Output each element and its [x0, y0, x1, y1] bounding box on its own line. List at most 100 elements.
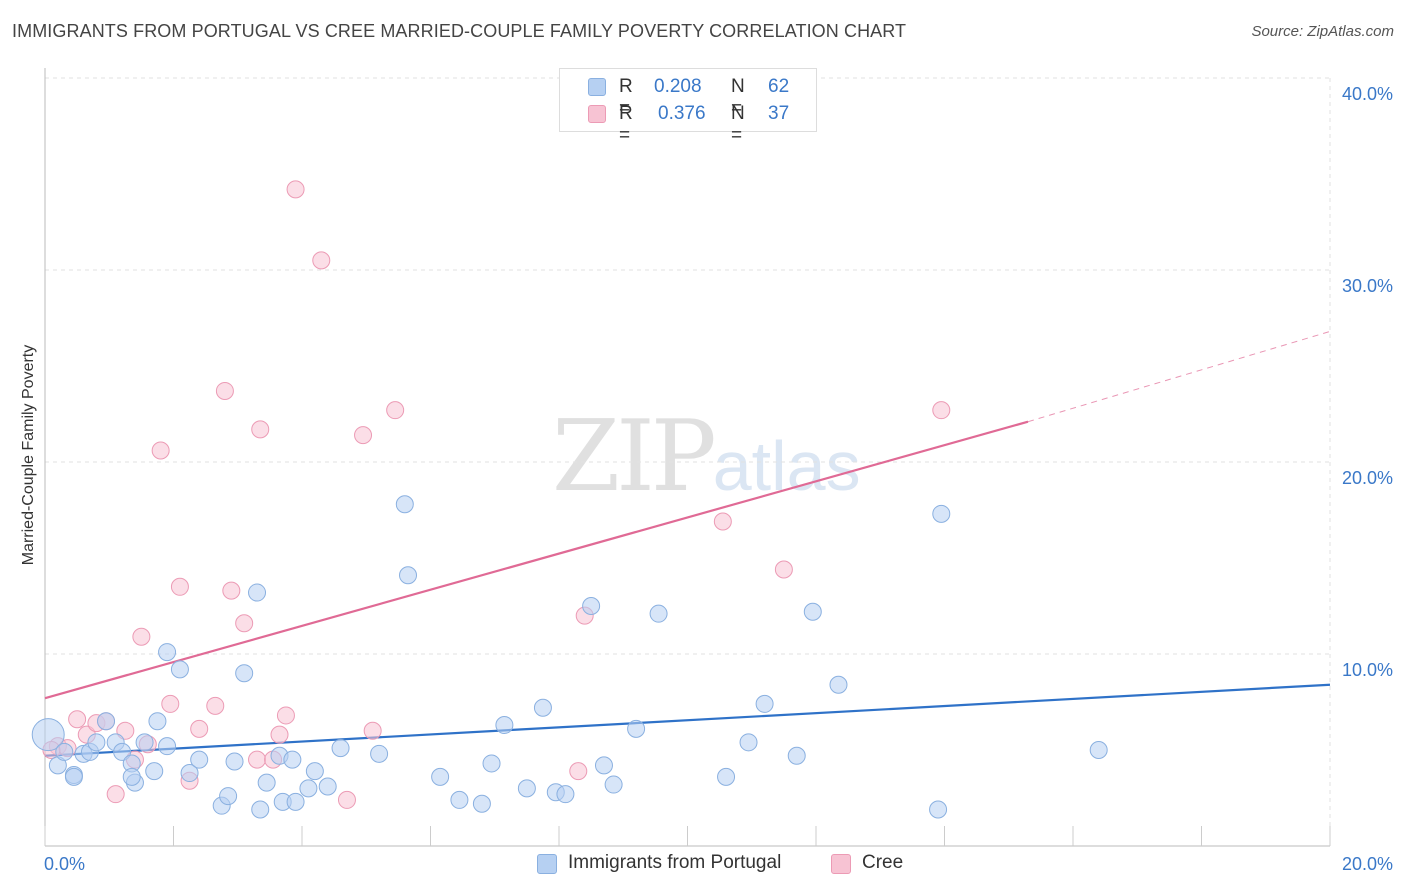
point-portugal	[533, 698, 552, 717]
point-cree	[222, 581, 241, 600]
point-portugal	[158, 643, 177, 662]
point-portugal	[113, 742, 132, 761]
point-portugal	[582, 597, 601, 615]
point-cree	[270, 725, 289, 744]
point-portugal	[305, 762, 324, 781]
point-portugal	[1089, 741, 1108, 759]
point-cree	[386, 401, 405, 420]
point-portugal	[717, 767, 736, 786]
point-portugal	[594, 756, 613, 775]
point-cree	[206, 696, 225, 715]
trend-line-portugal	[44, 683, 1331, 757]
point-portugal	[135, 733, 154, 752]
point-portugal	[286, 792, 305, 811]
point-cree	[170, 577, 189, 596]
trend-lines	[44, 330, 1331, 757]
point-cree	[190, 719, 209, 738]
legend-r-value: 0.376	[658, 103, 706, 124]
point-portugal	[739, 733, 758, 752]
legend-r-value: 0.208	[654, 76, 702, 97]
point-portugal	[803, 602, 822, 621]
trend-line-cree	[44, 420, 1029, 700]
point-portugal	[482, 754, 501, 773]
point-portugal	[604, 775, 623, 794]
point-cree	[215, 381, 234, 400]
point-portugal	[829, 675, 848, 694]
y-tick-label: 20.0%	[1342, 468, 1393, 488]
y-tick-label: 40.0%	[1342, 84, 1393, 104]
legend-n-label: N =	[731, 76, 745, 119]
point-portugal	[472, 794, 491, 813]
point-portugal	[145, 762, 164, 781]
legend-r-label: R =	[619, 76, 633, 119]
axes	[44, 68, 1331, 847]
point-portugal	[649, 604, 668, 623]
point-cree	[276, 706, 295, 725]
point-portugal	[556, 785, 575, 804]
point-portugal	[225, 752, 244, 771]
bottom-legend-label: Immigrants from Portugal	[568, 852, 782, 873]
point-cree	[106, 785, 125, 804]
point-cree	[932, 401, 951, 420]
point-portugal	[450, 790, 469, 809]
point-portugal	[235, 664, 254, 683]
tick-labels: 10.0% 20.0% 30.0% 40.0% 0.0% 20.0%	[44, 84, 1393, 874]
point-portugal	[370, 744, 389, 763]
point-cree	[569, 762, 588, 781]
point-portugal	[31, 718, 65, 752]
source-label: Source: ZipAtlas.com	[1251, 23, 1394, 40]
point-cree	[251, 420, 270, 439]
point-cree	[774, 560, 793, 579]
point-portugal	[170, 660, 189, 679]
point-cree	[151, 441, 170, 460]
legend-n-value: 62	[768, 76, 790, 97]
point-cree	[363, 721, 382, 740]
point-portugal	[331, 739, 350, 758]
point-portugal	[180, 764, 199, 783]
gridlines	[45, 77, 1331, 846]
x-tick-label: 0.0%	[44, 854, 85, 874]
point-portugal	[158, 737, 177, 756]
point-portugal	[64, 767, 83, 786]
point-portugal	[190, 750, 209, 769]
point-cree	[337, 790, 356, 809]
point-portugal	[219, 787, 238, 806]
point-portugal	[399, 566, 418, 585]
point-portugal	[55, 742, 74, 761]
point-portugal	[395, 495, 414, 514]
point-portugal	[787, 746, 806, 765]
point-portugal	[929, 800, 948, 819]
point-cree	[286, 180, 305, 199]
legend-swatch-blue	[588, 78, 606, 96]
point-portugal	[755, 694, 774, 713]
point-cree	[68, 710, 87, 729]
y-tick-label: 10.0%	[1342, 660, 1393, 680]
bottom-legend-label: Cree	[862, 852, 904, 873]
point-portugal	[148, 712, 167, 731]
legend-n-value: 37	[768, 103, 790, 124]
y-tick-label: 30.0%	[1342, 276, 1393, 296]
point-portugal	[122, 767, 141, 786]
point-portugal	[431, 767, 450, 786]
point-portugal	[318, 777, 337, 796]
point-portugal	[97, 712, 116, 731]
point-portugal	[627, 719, 646, 738]
point-cree	[713, 512, 732, 531]
point-portugal	[299, 779, 318, 798]
point-cree	[354, 426, 373, 445]
point-portugal	[248, 583, 267, 602]
point-portugal	[283, 750, 302, 769]
point-cree	[312, 251, 331, 270]
point-portugal	[87, 733, 106, 752]
point-portugal	[932, 504, 951, 523]
x-tick-label: 20.0%	[1342, 854, 1393, 874]
point-cree	[161, 694, 180, 713]
legend-swatch-pink	[588, 105, 606, 123]
stats-legend: R = 0.208 N = 62 R = 0.376 N = 37	[559, 68, 817, 146]
data-points	[31, 180, 1108, 819]
point-portugal	[251, 800, 270, 819]
legend-r-label: R =	[619, 103, 633, 146]
point-portugal	[495, 716, 514, 735]
point-cree	[248, 750, 267, 769]
